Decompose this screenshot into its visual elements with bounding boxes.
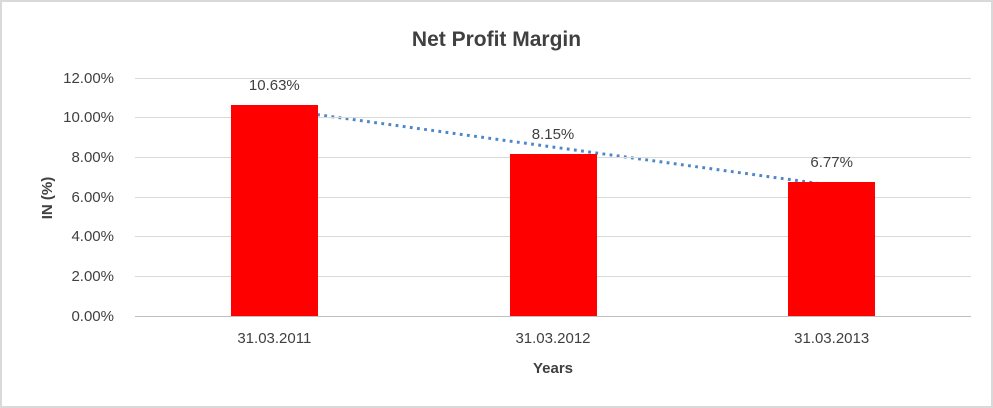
y-tick-label: 2.00% (71, 267, 114, 285)
y-tick-label: 8.00% (71, 148, 114, 166)
y-tick-label: 12.00% (63, 69, 114, 87)
y-tick-label: 4.00% (71, 228, 114, 246)
x-tick-label: 31.03.2012 (515, 330, 591, 347)
data-label: 8.15% (531, 126, 575, 144)
bar-31.03.2013 (788, 181, 876, 316)
bar-31.03.2011 (230, 105, 318, 316)
x-axis-line (135, 315, 971, 317)
y-tick-label: 10.00% (63, 109, 114, 127)
y-tick-label: 0.00% (71, 307, 114, 325)
data-label: 10.63% (248, 77, 300, 95)
data-label: 6.77% (810, 153, 853, 171)
bar-31.03.2012 (509, 154, 597, 316)
x-axis-title: Years (532, 360, 574, 377)
gridline (135, 117, 971, 119)
y-tick-label: 6.00% (71, 188, 114, 206)
x-tick-label: 31.03.2011 (237, 330, 312, 347)
gridline (135, 77, 971, 79)
x-tick-label: 31.03.2013 (794, 330, 870, 347)
chart-title: Net Profit Margin (411, 28, 582, 51)
